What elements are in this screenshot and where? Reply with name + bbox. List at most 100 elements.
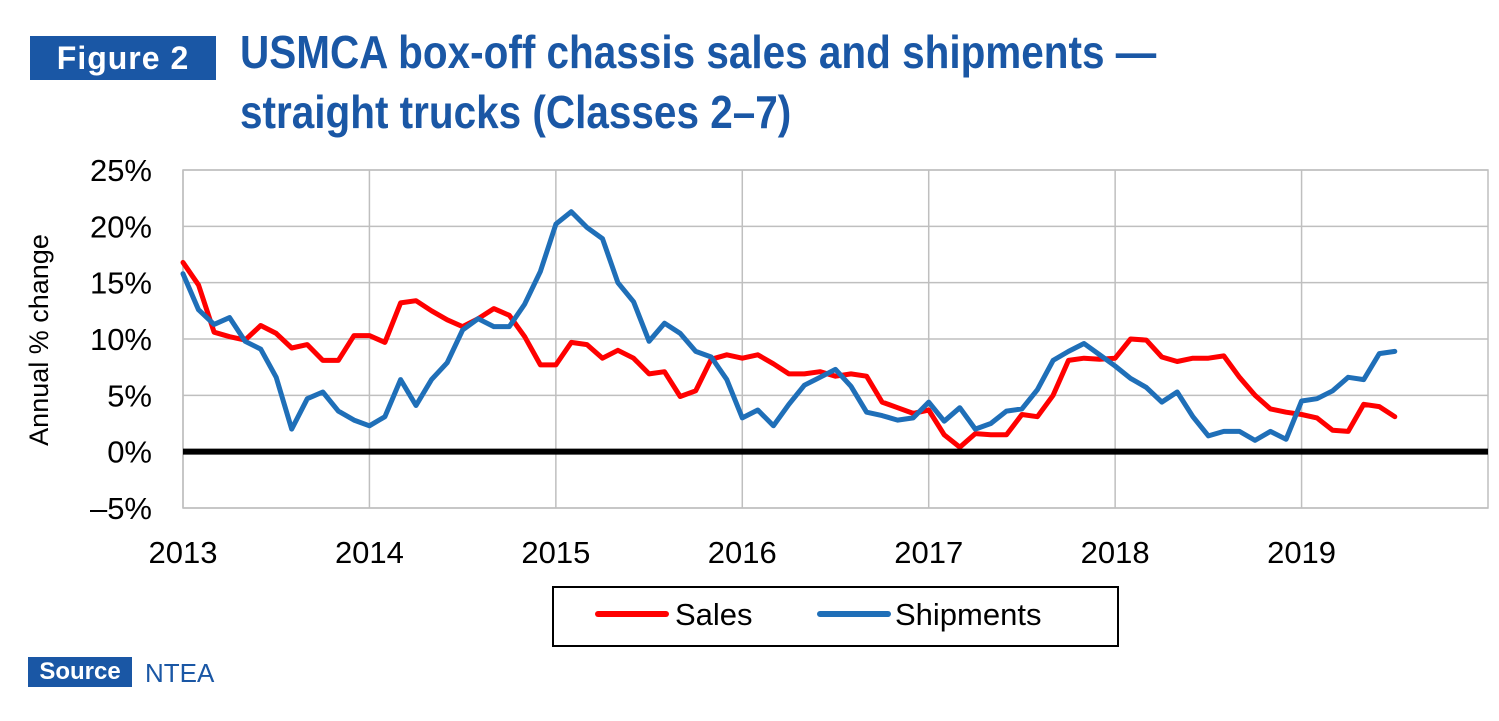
data-point-shipments: [942, 420, 946, 423]
data-point-shipments: [1378, 352, 1381, 355]
data-point-sales: [1129, 337, 1132, 341]
data-point-sales: [834, 374, 837, 378]
data-point-shipments: [1253, 439, 1257, 442]
data-point-sales: [508, 314, 511, 317]
data-point-sales: [1082, 356, 1086, 360]
y-tick-label: –5%: [90, 491, 152, 526]
y-tick-label: 0%: [107, 435, 152, 470]
data-point-sales: [321, 359, 325, 362]
data-point-sales: [741, 356, 744, 360]
data-point-shipments: [663, 322, 666, 325]
chart-title: USMCA box-off chassis sales and shipment…: [240, 22, 1296, 142]
data-point-shipments: [554, 222, 558, 226]
data-point-sales: [663, 370, 666, 373]
y-tick-label: 10%: [90, 322, 152, 357]
data-point-shipments: [197, 308, 200, 311]
data-point-shipments: [709, 355, 713, 359]
y-tick-label: 25%: [90, 153, 152, 188]
data-point-shipments: [632, 300, 635, 304]
data-point-shipments: [741, 416, 744, 420]
data-point-sales: [1393, 415, 1396, 418]
data-point-sales: [601, 356, 604, 360]
legend: Sales Shipments: [552, 586, 1119, 647]
y-tick-label: 20%: [90, 209, 152, 244]
source-value: NTEA: [145, 658, 215, 688]
data-point-sales: [585, 343, 589, 346]
data-point-shipments: [337, 409, 340, 413]
y-tick-label: 15%: [90, 266, 152, 301]
data-point-sales: [756, 353, 759, 356]
data-point-sales: [1036, 415, 1039, 418]
data-point-shipments: [601, 237, 604, 240]
data-point-sales: [787, 372, 791, 376]
data-point-sales: [445, 318, 449, 322]
data-point-shipments: [865, 411, 868, 414]
data-point-shipments: [181, 272, 185, 275]
data-point-shipments: [306, 397, 309, 400]
data-point-sales: [1098, 358, 1101, 361]
x-tick-label: 2014: [335, 535, 404, 570]
data-point-shipments: [492, 325, 495, 328]
data-point-shipments: [1067, 350, 1070, 353]
data-point-sales: [259, 324, 262, 327]
data-point-shipments: [399, 378, 402, 381]
data-point-sales: [1238, 376, 1241, 379]
data-point-sales: [772, 362, 775, 365]
data-point-sales: [414, 299, 418, 302]
data-point-shipments: [476, 317, 480, 320]
data-point-shipments: [787, 403, 791, 406]
data-point-shipments: [1331, 389, 1334, 393]
data-point-shipments: [508, 325, 511, 328]
data-point-shipments: [834, 368, 837, 371]
data-point-shipments: [1238, 430, 1241, 433]
series-line-shipments: [180, 209, 1398, 443]
data-point-sales: [554, 363, 558, 367]
data-point-sales: [942, 433, 946, 436]
data-point-shipments: [383, 415, 387, 418]
data-point-sales: [632, 356, 635, 360]
data-point-sales: [492, 307, 495, 310]
data-point-sales: [1269, 407, 1272, 411]
x-tick-label: 2015: [521, 535, 590, 570]
data-point-shipments: [212, 323, 216, 326]
data-point-shipments: [321, 390, 325, 394]
chart-title-line-1: USMCA box-off chassis sales and shipment…: [240, 26, 1157, 78]
data-point-sales: [1331, 429, 1334, 432]
source-label-badge: Source: [28, 657, 132, 687]
legend-label-sales: Sales: [675, 597, 753, 632]
data-point-shipments: [647, 340, 651, 343]
x-tick-label: 2013: [149, 535, 218, 570]
data-point-shipments: [1207, 434, 1210, 438]
data-point-shipments: [694, 350, 697, 353]
data-point-shipments: [1051, 359, 1055, 362]
data-point-sales: [352, 334, 356, 337]
data-point-shipments: [368, 424, 371, 427]
data-point-sales: [1378, 405, 1381, 408]
data-point-shipments: [1346, 376, 1350, 379]
data-point-shipments: [1362, 378, 1365, 381]
data-point-sales: [306, 343, 309, 346]
data-point-sales: [1222, 354, 1226, 358]
data-point-sales: [1160, 355, 1163, 359]
data-point-sales: [275, 332, 278, 335]
data-point-shipments: [772, 424, 775, 427]
data-point-sales: [679, 395, 682, 398]
data-point-shipments: [570, 210, 573, 213]
data-point-shipments: [1300, 399, 1303, 403]
data-point-sales: [1020, 413, 1024, 416]
data-point-sales: [539, 363, 542, 367]
data-point-shipments: [259, 347, 262, 351]
data-point-shipments: [880, 414, 884, 417]
data-point-shipments: [523, 302, 526, 306]
data-point-sales: [212, 331, 216, 334]
y-axis-ticks: –5% 0% 5% 10% 15% 20% 25%: [90, 153, 152, 526]
data-point-shipments: [803, 383, 806, 387]
data-point-shipments: [585, 226, 589, 229]
x-tick-label: 2018: [1081, 535, 1150, 570]
data-point-shipments: [1036, 388, 1039, 391]
data-point-shipments: [1082, 342, 1086, 345]
data-point-shipments: [679, 332, 682, 335]
data-point-sales: [927, 408, 930, 412]
data-point-sales: [1346, 430, 1350, 433]
data-point-shipments: [352, 418, 356, 422]
